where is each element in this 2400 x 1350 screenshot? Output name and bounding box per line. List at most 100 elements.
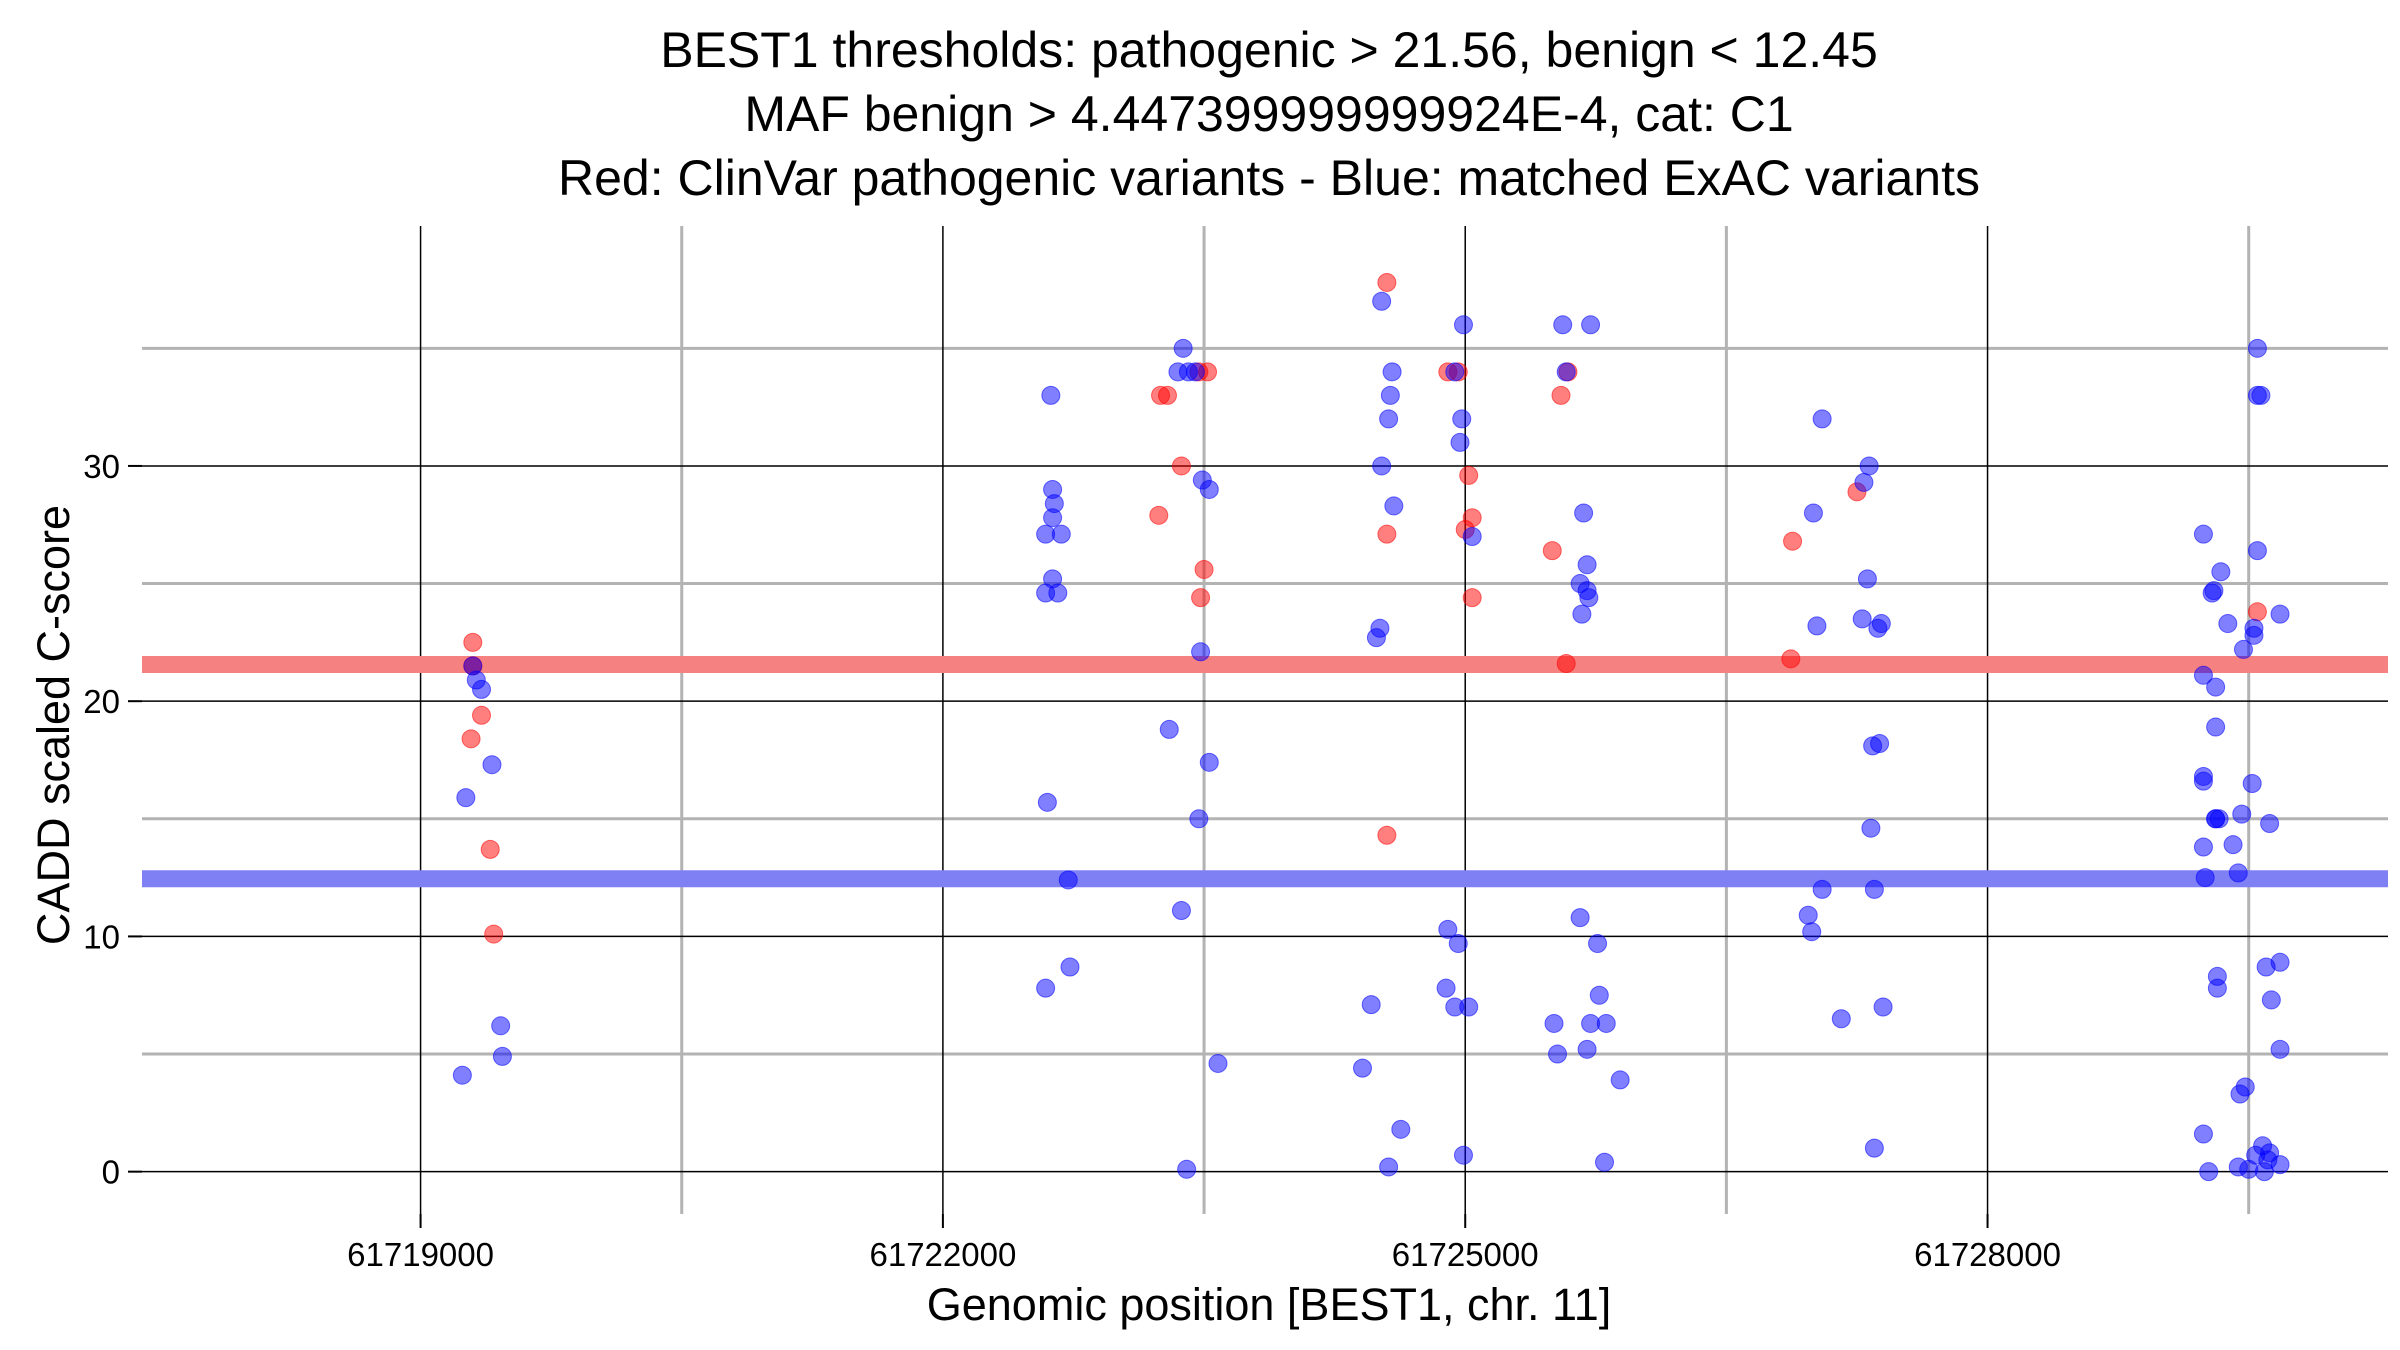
data-point: [1450, 432, 1470, 452]
data-point: [472, 705, 492, 725]
data-point: [463, 632, 483, 652]
data-point: [1436, 978, 1456, 998]
data-point: [492, 1046, 512, 1066]
data-point: [2193, 524, 2213, 544]
data-point: [1438, 919, 1458, 939]
data-point: [1036, 978, 1056, 998]
data-point: [1452, 409, 1472, 429]
x-tick-label: 61719000: [347, 1236, 494, 1273]
x-tick-label: 61728000: [1914, 1236, 2061, 1273]
data-point: [1185, 362, 1205, 382]
data-point: [1377, 825, 1397, 845]
data-point: [2261, 990, 2281, 1010]
data-point: [2223, 835, 2243, 855]
y-axis-label: CADD scaled C-score: [28, 505, 79, 945]
data-point: [482, 755, 502, 775]
data-point: [2193, 1124, 2213, 1144]
data-point: [1588, 933, 1608, 953]
data-point: [1459, 465, 1479, 485]
title-line-3: Red: ClinVar pathogenic variants - Blue:…: [558, 150, 1980, 206]
data-point: [1382, 362, 1402, 382]
series-benign: [452, 291, 1893, 1179]
x-tick-label: 61722000: [869, 1236, 1016, 1273]
data-point: [1384, 496, 1404, 516]
data-point: [1377, 524, 1397, 544]
data-point: [1781, 649, 1801, 669]
data-point: [1864, 879, 1884, 899]
data-point: [1448, 933, 1468, 953]
data-point: [1157, 385, 1177, 405]
data-point: [2247, 541, 2267, 561]
data-point: [1861, 818, 1881, 838]
data-point: [1610, 1070, 1630, 1090]
data-point: [1459, 997, 1479, 1017]
data-point: [1871, 614, 1891, 634]
data-point: [1037, 792, 1057, 812]
data-point: [1177, 1159, 1197, 1179]
threshold-lines: [142, 655, 2388, 888]
data-point: [2195, 868, 2215, 888]
data-point: [2247, 338, 2267, 358]
data-point: [1189, 809, 1209, 829]
data-point: [1445, 362, 1465, 382]
data-point: [1572, 604, 1592, 624]
title-line-1: BEST1 thresholds: pathogenic > 21.56, be…: [660, 22, 1878, 78]
data-point: [1873, 997, 1893, 1017]
data-point: [2270, 1039, 2290, 1059]
data-point: [1831, 1009, 1851, 1029]
x-axis: 61719000 61722000 61725000 61728000: [347, 1214, 2061, 1273]
data-point: [1553, 315, 1573, 335]
y-tick-label: 30: [83, 448, 120, 485]
data-point: [1574, 503, 1594, 523]
title-line-2: MAF benign > 4.447399999999924E-4, cat: …: [744, 86, 1793, 142]
data-point: [1391, 1119, 1411, 1139]
data-point: [2193, 665, 2213, 685]
data-point: [1173, 338, 1193, 358]
data-point: [1596, 1013, 1616, 1033]
data-point: [1854, 472, 1874, 492]
chart-title: BEST1 thresholds: pathogenic > 21.56, be…: [558, 22, 1980, 206]
data-points: [452, 272, 2290, 1182]
data-point: [2207, 978, 2227, 998]
data-point: [1859, 456, 1879, 476]
data-point: [1581, 315, 1601, 335]
data-point: [1852, 609, 1872, 629]
data-point: [1051, 524, 1071, 544]
data-point: [2193, 771, 2213, 791]
data-point: [2228, 1157, 2248, 1177]
data-point: [1379, 409, 1399, 429]
data-point: [1380, 385, 1400, 405]
data-point: [456, 788, 476, 808]
data-point: [2206, 717, 2226, 737]
minor-gridlines: [142, 226, 2388, 1214]
data-point: [2244, 625, 2264, 645]
data-point: [2270, 1155, 2290, 1175]
y-axis: 0 10 20 30: [83, 448, 142, 1191]
data-point: [1570, 908, 1590, 928]
data-point: [1353, 1058, 1373, 1078]
data-point: [1579, 588, 1599, 608]
data-point: [1807, 616, 1827, 636]
data-point: [1379, 1157, 1399, 1177]
data-point: [452, 1065, 472, 1085]
data-point: [1542, 541, 1562, 561]
data-point: [472, 679, 492, 699]
data-point: [1191, 642, 1211, 662]
data-point: [1149, 505, 1169, 525]
data-point: [1199, 752, 1219, 772]
data-point: [1043, 508, 1063, 528]
data-point: [1453, 1145, 1473, 1165]
data-point: [1462, 527, 1482, 547]
series-benign: [2193, 338, 2290, 1182]
data-point: [2254, 1162, 2274, 1182]
data-point: [1171, 456, 1191, 476]
data-point: [1783, 531, 1803, 551]
data-point: [2193, 837, 2213, 857]
data-point: [1377, 272, 1397, 292]
data-point: [1857, 569, 1877, 589]
data-point: [2270, 604, 2290, 624]
data-point: [1453, 315, 1473, 335]
data-point: [480, 839, 500, 859]
data-point: [2199, 1162, 2219, 1182]
data-point: [2260, 814, 2280, 834]
